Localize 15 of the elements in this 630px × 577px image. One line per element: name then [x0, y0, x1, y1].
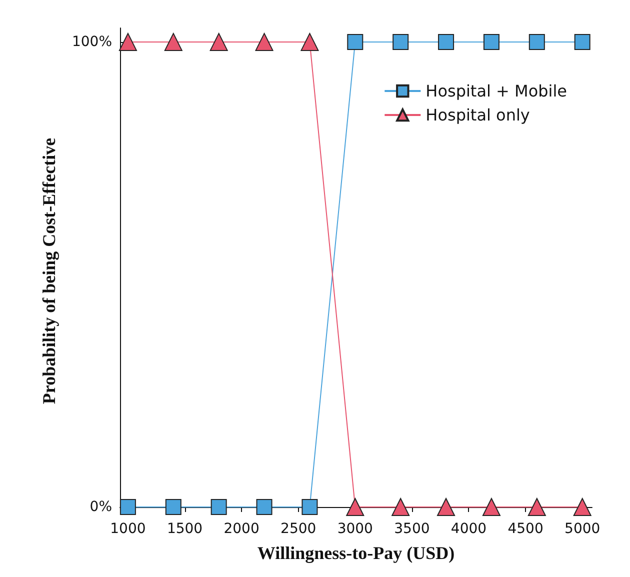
- x-tick-label: 2000: [224, 521, 260, 537]
- legend-label: Hospital + Mobile: [426, 82, 567, 100]
- y-tick-label: 100%: [72, 34, 112, 50]
- x-tick-label: 5000: [564, 521, 600, 537]
- y-axis-title: Probability of being Cost-Effective: [39, 138, 59, 404]
- x-tick-label: 4500: [508, 521, 544, 537]
- y-tick-label: 0%: [90, 499, 112, 516]
- x-tick-label: 3500: [394, 521, 430, 537]
- x-tick-label: 1000: [110, 521, 146, 537]
- x-tick-label: 4000: [450, 521, 487, 537]
- legend-label: Hospital only: [426, 106, 530, 124]
- x-tick-label: 1500: [166, 521, 203, 537]
- x-tick-label: 3000: [337, 521, 373, 537]
- x-axis-title: Willingness-to-Pay (USD): [257, 543, 455, 563]
- x-tick-label: 2500: [280, 521, 316, 537]
